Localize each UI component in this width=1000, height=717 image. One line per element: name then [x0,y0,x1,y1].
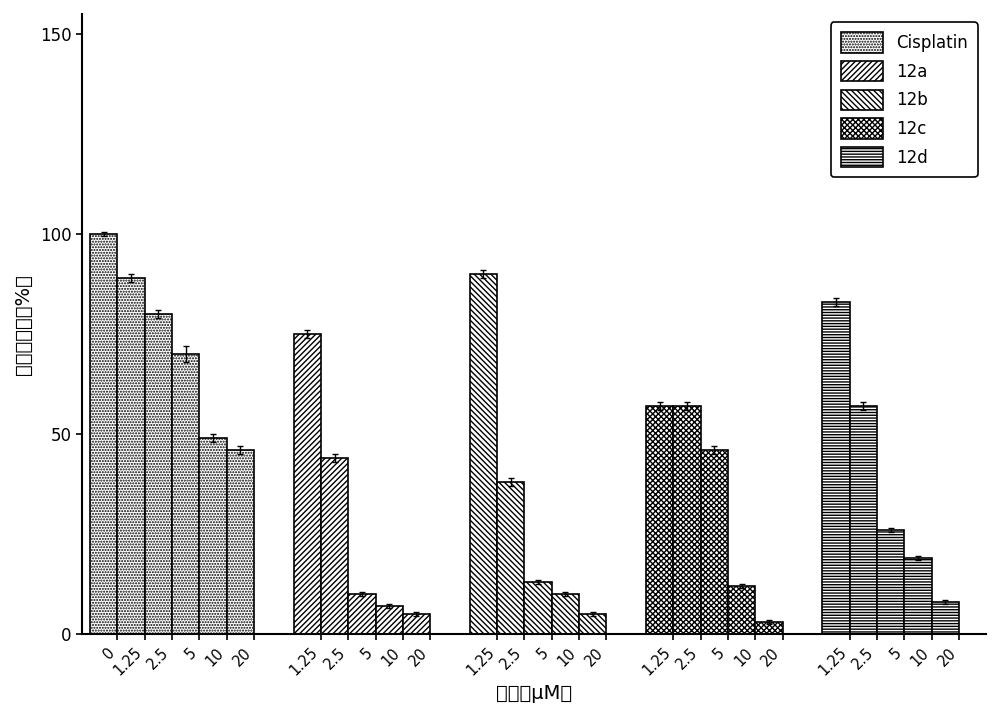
Bar [199,438,227,635]
Bar [728,587,755,635]
Bar [646,407,673,635]
Bar [877,531,904,635]
Bar [145,314,172,635]
Bar [376,607,403,635]
Bar [822,302,850,635]
Bar [470,274,497,635]
Bar [90,234,117,635]
X-axis label: 浓度（μM）: 浓度（μM） [496,684,572,703]
Bar [755,622,783,635]
Bar [294,334,321,635]
Bar [403,614,430,635]
Bar [850,407,877,635]
Bar [117,278,145,635]
Bar [321,458,348,635]
Bar [932,602,959,635]
Bar [673,407,701,635]
Bar [172,354,199,635]
Bar [904,559,932,635]
Bar [348,594,376,635]
Bar [227,450,254,635]
Y-axis label: 细胞存活率（%）: 细胞存活率（%） [14,274,33,374]
Legend: Cisplatin, 12a, 12b, 12c, 12d: Cisplatin, 12a, 12b, 12c, 12d [831,22,978,177]
Bar [701,450,728,635]
Bar [497,483,524,635]
Bar [552,594,579,635]
Bar [524,582,552,635]
Bar [579,614,606,635]
